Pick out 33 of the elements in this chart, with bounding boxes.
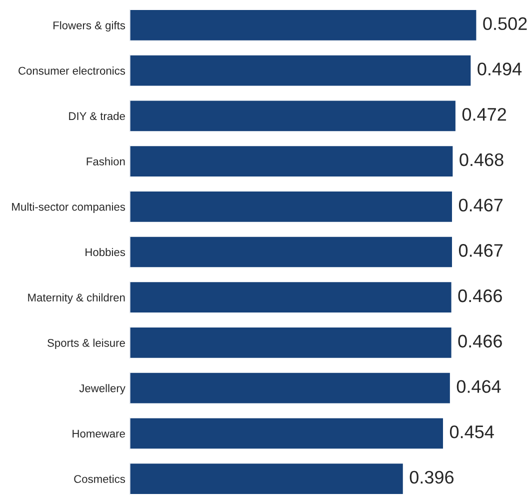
y-tick-label: DIY & trade xyxy=(69,112,125,120)
y-tick-label: Flowers & gifts xyxy=(53,21,126,32)
bar xyxy=(130,462,404,496)
data-label: 0.467 xyxy=(458,244,503,257)
y-tick-label: Consumer electronics xyxy=(18,66,126,75)
bar xyxy=(130,326,453,360)
data-label: 0.494 xyxy=(478,62,522,76)
data-label: 0.396 xyxy=(410,470,454,484)
y-tick-label: Hobbies xyxy=(86,248,126,256)
bar xyxy=(130,416,444,450)
data-label: 0.468 xyxy=(460,153,504,166)
bar xyxy=(130,144,454,178)
data-label: 0.467 xyxy=(458,198,503,212)
bar xyxy=(130,235,454,269)
bar xyxy=(130,372,452,405)
data-label: 0.464 xyxy=(456,380,501,393)
data-label: 0.466 xyxy=(458,334,502,348)
y-tick-label: Jewellery xyxy=(79,384,126,394)
bar xyxy=(130,8,478,42)
bar xyxy=(130,190,454,224)
y-tick-label: Homeware xyxy=(72,430,125,438)
bar xyxy=(130,280,453,314)
y-tick-label: Multi-sector companies xyxy=(12,202,126,213)
bar xyxy=(130,99,457,132)
bar xyxy=(130,54,472,88)
data-label: 0.502 xyxy=(483,17,527,30)
data-label: 0.466 xyxy=(458,289,502,302)
data-label: 0.472 xyxy=(462,108,506,121)
y-tick-label: Cosmetics xyxy=(74,474,126,483)
y-tick-label: Sports & leisure xyxy=(48,338,125,350)
y-tick-label: Maternity & children xyxy=(28,293,125,304)
data-label: 0.454 xyxy=(450,426,494,438)
y-tick-label: Fashion xyxy=(86,157,125,166)
